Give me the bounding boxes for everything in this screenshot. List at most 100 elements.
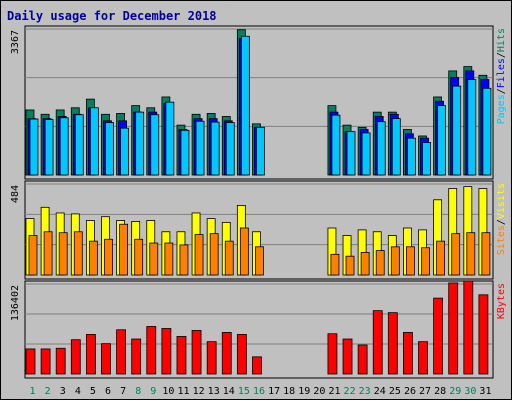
x-tick-label: 3	[60, 386, 66, 397]
bar-sites-day-5	[88, 240, 98, 276]
x-tick-label: 2	[45, 386, 51, 397]
bar-pages-day-31	[482, 87, 492, 176]
bar-pages-day-6	[105, 122, 114, 176]
bar-sites-day-13	[209, 233, 219, 276]
bar-pages-day-9	[150, 114, 160, 176]
bar-pages-day-16	[256, 126, 265, 176]
bar-sites-day-29	[451, 233, 461, 276]
legend-entry: Sites	[496, 225, 507, 255]
bar-kbytes-day-11	[176, 335, 187, 375]
bar-sites-day-31	[481, 232, 491, 276]
bar-pages-day-5	[89, 107, 99, 176]
bar-sites-day-14	[224, 240, 234, 276]
bar-sites-day-26	[406, 246, 415, 276]
bar-pages-day-14	[225, 122, 235, 176]
bar-kbytes-day-10	[161, 328, 172, 375]
bar-sites-day-30	[466, 232, 476, 276]
bar-sites-day-10	[164, 242, 174, 276]
bar-sites-day-25	[390, 246, 400, 276]
bar-pages-day-23	[361, 132, 371, 176]
bar-kbytes-day-28	[433, 297, 444, 375]
bar-pages-day-4	[74, 114, 84, 176]
legend-entry: /	[496, 88, 507, 94]
text-layer: Daily usage for December 20183367Pages/F…	[7, 9, 507, 397]
legend-entry: Files	[496, 58, 507, 88]
bar-kbytes-day-26	[403, 332, 413, 375]
x-tick-label: 29	[449, 386, 461, 397]
bar-kbytes-day-29	[448, 282, 459, 375]
bar-kbytes-day-24	[372, 310, 383, 375]
x-tick-label: 17	[268, 386, 280, 397]
bar-kbytes-day-4	[70, 339, 81, 375]
x-tick-label: 5	[90, 386, 96, 397]
bar-pages-day-11	[180, 129, 190, 176]
bar-kbytes-day-16	[252, 356, 262, 375]
x-tick-label: 4	[75, 386, 81, 397]
x-tick-label: 19	[298, 386, 310, 397]
x-tick-label: 14	[223, 386, 235, 397]
bar-sites-day-7	[119, 223, 128, 276]
bar-sites-day-6	[104, 238, 113, 276]
bar-pages-day-26	[407, 137, 416, 176]
bar-pages-day-2	[44, 119, 54, 176]
x-tick-label: 20	[313, 386, 325, 397]
bar-kbytes-day-15	[236, 334, 247, 375]
bar-pages-day-30	[467, 79, 477, 176]
bar-kbytes-day-3	[55, 347, 66, 375]
bar-pages-day-3	[59, 117, 69, 176]
x-tick-label: 21	[328, 386, 340, 397]
bar-pages-day-22	[346, 131, 356, 176]
bar-kbytes-day-6	[101, 343, 111, 375]
x-tick-label: 13	[208, 386, 220, 397]
x-tick-label: 24	[374, 386, 386, 397]
bar-kbytes-day-25	[387, 312, 398, 375]
bar-sites-day-24	[375, 250, 385, 276]
legend-kbytes: KBytes	[496, 283, 507, 319]
bar-sites-day-1	[28, 235, 38, 276]
bars-layer	[25, 29, 492, 375]
x-tick-label: 8	[135, 386, 141, 397]
bar-pages-day-7	[120, 127, 129, 176]
bar-sites-day-3	[58, 232, 68, 276]
bar-sites-day-16	[255, 246, 264, 276]
legend-entry: Hits	[496, 28, 507, 52]
bar-pages-day-15	[240, 35, 250, 176]
bar-sites-day-8	[134, 238, 144, 276]
legend-entry: /	[496, 219, 507, 225]
bar-kbytes-day-13	[206, 341, 217, 375]
bar-kbytes-day-22	[342, 338, 353, 375]
legend-hits-files-pages: Pages/Files/Hits	[496, 28, 507, 124]
panels-layer	[24, 25, 494, 379]
x-tick-label: 15	[238, 386, 250, 397]
x-tick-label: 12	[193, 386, 205, 397]
legend-entry: KBytes	[496, 283, 507, 319]
bar-kbytes-day-7	[116, 329, 126, 375]
x-tick-label: 30	[464, 386, 476, 397]
x-tick-label: 1	[30, 386, 36, 397]
bar-sites-day-21	[330, 253, 340, 276]
bar-sites-day-4	[73, 231, 83, 276]
bar-pages-day-10	[165, 101, 175, 176]
bar-kbytes-day-21	[327, 333, 338, 375]
bar-kbytes-day-12	[191, 330, 202, 375]
x-tick-label: 27	[419, 386, 431, 397]
x-tick-label: 31	[479, 386, 491, 397]
y-max-label: 484	[10, 185, 21, 203]
bar-sites-day-9	[149, 242, 159, 276]
bar-pages-day-8	[135, 111, 145, 176]
bar-pages-day-25	[391, 118, 401, 176]
bar-sites-day-2	[43, 231, 53, 276]
bar-pages-day-27	[422, 142, 431, 176]
bar-sites-day-27	[421, 247, 430, 276]
legend-entry: Pages	[496, 94, 507, 124]
x-tick-label: 26	[404, 386, 416, 397]
bar-pages-day-29	[452, 85, 462, 176]
bar-sites-day-22	[345, 255, 355, 276]
bar-kbytes-day-2	[40, 348, 51, 375]
bar-kbytes-day-14	[221, 332, 232, 375]
bar-pages-day-1	[29, 118, 39, 176]
x-tick-label: 23	[359, 386, 371, 397]
legend-entry: /	[496, 52, 507, 58]
